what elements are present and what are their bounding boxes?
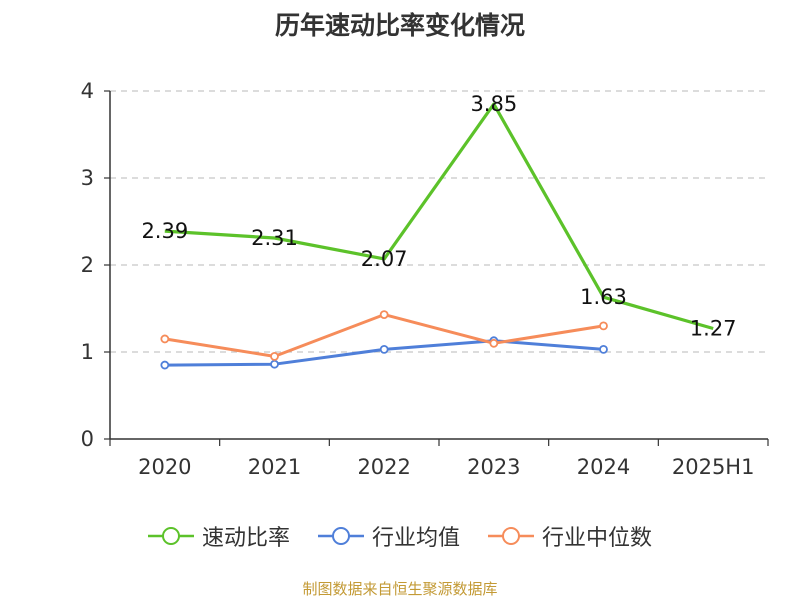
data-label: 1.63 [580, 285, 627, 309]
chart-title: 历年速动比率变化情况 [274, 11, 525, 40]
grid-lines [110, 90, 768, 353]
x-tick-label: 2020 [138, 455, 191, 479]
legend-item-quick-ratio[interactable]: 速动比率 [147, 520, 290, 552]
data-point [160, 360, 170, 370]
data-source-note: 制图数据来自恒生聚源数据库 [302, 580, 498, 598]
y-tick-label: 0 [81, 427, 94, 451]
axes: 0 1 2 3 4 2020 2021 2022 2023 2024 2025H1 [81, 79, 769, 479]
y-tick-label: 4 [81, 79, 94, 103]
data-point [599, 321, 608, 331]
data-labels: 2.39 2.31 2.07 3.85 1.63 1.27 [141, 92, 736, 340]
data-label: 2.31 [251, 226, 298, 250]
data-label: 2.07 [361, 247, 408, 271]
legend-label: 速动比率 [201, 526, 290, 551]
data-label: 2.39 [141, 219, 188, 243]
data-point [599, 344, 608, 354]
data-label: 3.85 [470, 92, 517, 116]
data-point [270, 359, 279, 369]
x-tick-label: 2021 [248, 455, 301, 479]
data-point [160, 334, 170, 344]
data-point [379, 344, 389, 354]
y-tick-label: 1 [81, 340, 94, 364]
legend-item-industry-mean[interactable]: 行业均值 [317, 520, 460, 552]
legend-line-icon [488, 527, 534, 545]
y-tick-label: 3 [81, 166, 94, 190]
x-tick-label: 2024 [577, 455, 630, 479]
legend-line-icon [147, 527, 194, 545]
legend-label: 行业均值 [371, 526, 460, 551]
data-point [379, 310, 389, 319]
legend: 速动比率 行业均值 行业中位数 [0, 520, 800, 552]
legend-label: 行业中位数 [542, 526, 653, 551]
x-tick-label: 2022 [357, 455, 410, 479]
data-point [270, 351, 279, 361]
legend-line-icon [317, 527, 364, 545]
series-line [164, 102, 714, 331]
y-tick-label: 2 [81, 253, 94, 277]
x-tick-label: 2023 [467, 455, 520, 479]
data-label: 1.27 [690, 317, 737, 341]
series-lines [160, 102, 714, 370]
x-tick-label: 2025H1 [672, 455, 755, 479]
legend-item-industry-median[interactable]: 行业中位数 [488, 520, 652, 552]
data-point [489, 338, 499, 348]
